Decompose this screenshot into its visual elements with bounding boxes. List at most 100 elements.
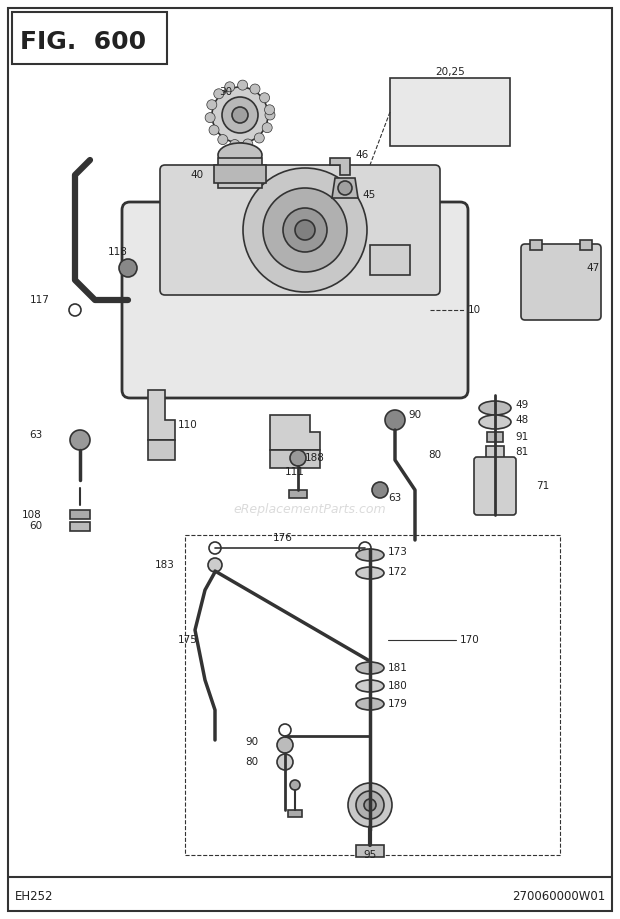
Text: 270060000W01: 270060000W01 (512, 891, 605, 903)
Circle shape (250, 84, 260, 94)
Text: 81: 81 (515, 447, 528, 457)
Text: 117: 117 (30, 295, 50, 305)
Text: 173: 173 (388, 547, 408, 557)
Text: 183: 183 (155, 560, 175, 570)
Circle shape (290, 780, 300, 790)
Bar (486, 446, 504, 458)
Text: 188: 188 (305, 453, 325, 463)
Bar (289, 490, 307, 498)
Circle shape (338, 181, 352, 195)
Circle shape (359, 542, 371, 554)
Circle shape (385, 410, 405, 430)
Ellipse shape (356, 567, 384, 579)
Text: 180: 180 (388, 681, 408, 691)
Circle shape (208, 558, 222, 572)
Text: 111: 111 (285, 467, 305, 477)
Circle shape (119, 259, 137, 277)
Circle shape (279, 724, 291, 736)
Text: 20,25: 20,25 (435, 67, 465, 77)
Circle shape (243, 168, 367, 292)
Polygon shape (332, 178, 358, 198)
Circle shape (224, 82, 235, 92)
Ellipse shape (218, 143, 262, 167)
Circle shape (263, 188, 347, 272)
Text: 175: 175 (178, 635, 198, 645)
Text: 90: 90 (245, 737, 258, 747)
Ellipse shape (356, 662, 384, 674)
Text: 40: 40 (191, 170, 204, 180)
Circle shape (295, 220, 315, 240)
Text: 181: 181 (388, 663, 408, 673)
Circle shape (218, 134, 228, 144)
Circle shape (207, 100, 217, 109)
Circle shape (372, 482, 388, 498)
Polygon shape (330, 158, 350, 175)
Text: 172: 172 (388, 567, 408, 577)
Text: 30: 30 (219, 87, 232, 97)
Bar (530, 240, 542, 250)
Text: 108: 108 (22, 510, 42, 520)
Circle shape (254, 133, 264, 143)
Text: 80: 80 (428, 450, 441, 460)
Text: 71: 71 (536, 481, 549, 491)
Text: 60: 60 (29, 521, 42, 531)
Polygon shape (148, 390, 175, 440)
Circle shape (290, 450, 306, 466)
Circle shape (348, 783, 392, 827)
Circle shape (232, 107, 248, 123)
Polygon shape (270, 450, 320, 468)
Text: 95: 95 (363, 850, 376, 860)
Text: 48: 48 (515, 415, 528, 425)
Text: 118: 118 (108, 247, 128, 257)
Text: 80: 80 (245, 757, 258, 767)
Bar (370, 245, 410, 275)
Polygon shape (270, 415, 320, 450)
Circle shape (209, 542, 221, 554)
Circle shape (69, 304, 81, 316)
Text: 176: 176 (273, 533, 293, 543)
Circle shape (205, 113, 215, 122)
Circle shape (283, 208, 327, 252)
FancyBboxPatch shape (521, 244, 601, 320)
Ellipse shape (356, 680, 384, 692)
Circle shape (230, 140, 240, 150)
Text: 91: 91 (515, 432, 528, 442)
Text: 170: 170 (460, 635, 480, 645)
Bar (70, 522, 90, 531)
FancyBboxPatch shape (474, 457, 516, 515)
Circle shape (212, 87, 268, 143)
Text: 45: 45 (362, 190, 375, 200)
Circle shape (209, 125, 219, 135)
Bar (218, 158, 262, 188)
Circle shape (356, 791, 384, 819)
Circle shape (237, 80, 247, 90)
Ellipse shape (356, 549, 384, 561)
Text: FIG.  600: FIG. 600 (20, 30, 146, 54)
Bar (580, 240, 592, 250)
Polygon shape (148, 440, 175, 460)
Circle shape (243, 139, 253, 149)
Circle shape (70, 430, 90, 450)
FancyBboxPatch shape (160, 165, 440, 295)
Bar (390, 78, 510, 146)
Bar (185, 535, 560, 855)
Ellipse shape (479, 415, 511, 429)
Text: 63: 63 (388, 493, 401, 503)
Circle shape (265, 105, 275, 115)
Circle shape (277, 754, 293, 770)
Ellipse shape (356, 698, 384, 710)
Text: EH252: EH252 (15, 891, 53, 903)
Text: 179: 179 (388, 699, 408, 709)
Bar (214, 165, 266, 183)
Circle shape (364, 799, 376, 811)
Circle shape (277, 737, 293, 753)
Circle shape (262, 122, 272, 132)
Bar (487, 432, 503, 442)
Circle shape (260, 93, 270, 103)
Ellipse shape (479, 401, 511, 415)
Text: 110: 110 (178, 420, 198, 430)
FancyBboxPatch shape (122, 202, 468, 398)
Text: 63: 63 (29, 430, 42, 440)
Text: 46: 46 (355, 150, 368, 160)
Bar (288, 810, 302, 817)
